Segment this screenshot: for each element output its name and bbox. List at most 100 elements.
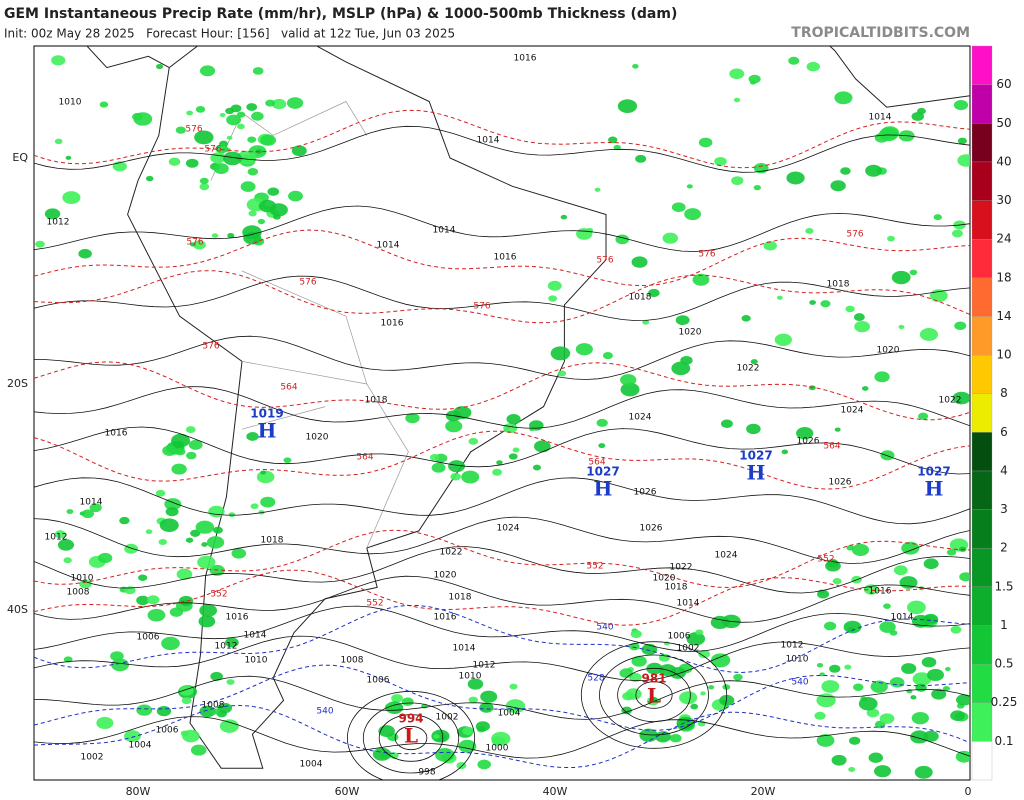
precip-cell <box>675 315 690 326</box>
precip-cell <box>162 445 178 456</box>
precip-cell <box>901 541 920 555</box>
precip-cell <box>763 240 777 251</box>
precip-cell <box>98 552 113 564</box>
precip-cell <box>594 187 601 192</box>
precip-cell <box>288 190 303 202</box>
isobar-label: 1022 <box>440 548 463 558</box>
precip-cell <box>246 103 258 111</box>
precip-cell <box>631 256 648 268</box>
isobar-label: 1018 <box>449 593 472 603</box>
thickness-contour <box>34 529 970 589</box>
precip-cell <box>720 419 733 429</box>
isobar-label: 1020 <box>434 571 457 581</box>
isobar-label: 1020 <box>653 574 676 584</box>
precip-cell <box>631 655 647 667</box>
precip-cell <box>208 505 225 518</box>
precip-cell <box>291 145 307 157</box>
isobar <box>34 386 970 429</box>
lat-label: EQ <box>12 151 28 164</box>
precip-cell <box>774 333 792 346</box>
precip-cell <box>389 752 399 759</box>
precip-cell <box>950 625 962 634</box>
precip-cell <box>909 269 918 276</box>
isobar-label: 1022 <box>670 563 693 573</box>
isobar-label: 1002 <box>677 644 700 654</box>
precip-cell <box>271 98 287 110</box>
precip-cell <box>698 649 710 659</box>
isobar <box>34 635 970 681</box>
isobar-label: 1014 <box>869 113 892 123</box>
border <box>241 270 368 385</box>
precip-cell <box>923 558 939 570</box>
precip-cell <box>635 154 647 163</box>
colorbar-segment <box>971 432 993 472</box>
thickness-label: 552 <box>210 590 227 600</box>
precip-cell <box>227 232 235 239</box>
lat-label: 20S <box>7 377 28 390</box>
precip-cell <box>602 351 613 360</box>
isobar-label: 1024 <box>629 413 652 423</box>
thickness-label: 564 <box>356 453 373 463</box>
precip-cell <box>35 240 45 248</box>
precip-cell <box>933 214 942 221</box>
precip-cell <box>952 391 970 405</box>
isobar <box>34 335 970 380</box>
precip-cell <box>225 107 235 115</box>
precip-cell <box>853 683 864 691</box>
lon-label: 0 <box>965 785 972 798</box>
precip-cell <box>629 642 640 651</box>
precip-cell <box>915 683 927 692</box>
precip-cell <box>219 113 226 118</box>
isobar-label: 1020 <box>877 346 900 356</box>
precip-cell <box>461 470 480 484</box>
precip-cell <box>648 288 660 298</box>
precip-cell <box>923 730 939 742</box>
precip-cell <box>906 600 926 615</box>
isobar-label: 1016 <box>514 54 537 64</box>
colorbar-segment <box>971 316 993 356</box>
precip-cell <box>265 99 275 107</box>
colorbar-label: 24 <box>996 232 1011 246</box>
colorbar-segment <box>971 663 993 703</box>
precip-cell <box>433 734 440 739</box>
thickness-label: 540 <box>791 678 808 688</box>
precip-cell <box>199 177 209 185</box>
precip-cell <box>550 346 571 361</box>
isobar-label: 1016 <box>105 429 128 439</box>
precip-cell <box>749 80 757 85</box>
isobar-label: 1018 <box>665 583 688 593</box>
colorbar-label: 4 <box>1000 463 1008 477</box>
subtitle: Init: 00z May 28 2025 Forecast Hour: [15… <box>4 27 455 41</box>
precip-cell <box>215 144 229 154</box>
precip-cell <box>185 158 199 168</box>
precip-cell <box>512 447 520 453</box>
precip-cell <box>175 447 186 456</box>
precip-cell <box>248 210 257 217</box>
colorbar-label: 1 <box>1000 618 1008 632</box>
precip-cell <box>858 697 878 711</box>
precip-cell <box>708 685 715 690</box>
isobar-label: 1018 <box>629 293 652 303</box>
precip-cell <box>168 157 181 166</box>
thickness-label: 576 <box>698 250 715 260</box>
isobar-label: 1010 <box>71 574 94 584</box>
precip-cell <box>823 621 837 631</box>
thickness-label: 576 <box>846 230 863 240</box>
precip-cell <box>226 114 242 126</box>
colorbar-segment <box>971 586 993 626</box>
thickness-label: 552 <box>586 562 603 572</box>
isobar <box>34 575 970 623</box>
precip-cell <box>845 305 855 313</box>
precip-cell <box>193 240 206 250</box>
isobar-label: 1016 <box>381 319 404 329</box>
precip-cell <box>641 643 658 656</box>
precip-cell <box>945 667 951 672</box>
precip-cell <box>931 688 947 700</box>
precip-cell <box>145 529 153 535</box>
precip-cell <box>662 232 679 244</box>
thickness-label: 576 <box>299 278 316 288</box>
precip-cell <box>630 630 642 639</box>
precip-cell <box>198 615 216 628</box>
isobar-label: 1014 <box>377 241 400 251</box>
isobar-label: 1026 <box>634 488 657 498</box>
